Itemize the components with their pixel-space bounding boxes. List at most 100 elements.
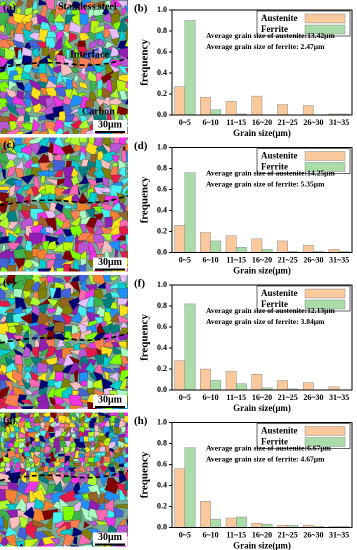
grain [0,265,8,272]
grain [6,543,18,547]
grain [64,465,73,473]
grain [31,130,41,134]
y-tick-label: 0.0 [157,110,167,119]
plot-frame [171,9,353,116]
grain [102,195,116,207]
grain [21,324,32,336]
ebsd-map [0,0,129,134]
x-tick-label: 26~30 [303,393,323,402]
grain [124,385,128,389]
grain [105,270,110,272]
grain [87,270,95,272]
grain [9,28,15,39]
y-tick-label: 0.6 [157,459,167,468]
plot-frame [171,284,353,391]
grain [125,457,128,463]
x-tick-label: 6~10 [202,118,218,127]
grain [0,232,4,240]
grain [0,407,7,409]
annotation: Average grain size of austenite:6.67μm [206,443,332,452]
grain [123,443,128,448]
grain [130,441,136,448]
grain [33,437,41,443]
x-tick-label: 31~35 [329,393,349,402]
legend-swatch [304,437,346,447]
grain [127,479,128,481]
grain [37,287,48,300]
grain [124,496,128,501]
mosaic [0,412,146,547]
grain [1,243,6,254]
grain [54,446,60,455]
grain [102,96,111,107]
legend-swatch [304,151,346,161]
legend-label: Ferrite [261,162,288,172]
grain [127,514,128,520]
grain [126,337,128,349]
grain [9,515,23,531]
grain [72,462,82,469]
grain [72,536,78,545]
bar [174,86,186,116]
grain [76,482,94,494]
grain [12,288,23,298]
annotation: Average grain size of ferrite: 3.84μm [206,317,325,326]
grain [55,545,63,547]
grain [77,322,89,335]
y-tick-label: 0.0 [157,385,167,394]
grain [124,98,128,105]
y-tick-label: 0.8 [157,26,167,35]
grain [118,377,128,390]
grain [131,538,145,547]
grain [127,471,128,473]
grain [0,444,2,450]
grain [129,501,136,507]
grain [63,542,68,547]
y-tick-label: 0.2 [157,226,167,235]
grain [12,225,22,234]
grain [19,462,25,470]
bar [210,109,222,116]
y-tick-label: 0.6 [157,322,167,331]
ebsd-map [0,412,146,547]
x-axis-label: Grain size(μm) [233,403,291,413]
grain [132,501,146,514]
grain [96,418,101,425]
grain [102,545,107,547]
grain [50,538,61,546]
grain [5,152,21,166]
grain [15,184,25,195]
annotation: Average grain size of ferrite: 4.67μm [206,454,325,463]
grain [78,453,86,460]
y-tick-label: 0.2 [157,89,167,98]
grain [73,143,84,152]
bar [184,172,196,253]
grain [123,436,128,445]
y-tick-label: 0.8 [157,301,167,310]
grain [49,263,55,272]
panel-label: (f) [134,278,145,290]
x-tick-label: 0~5 [179,255,191,264]
scale-bar-label: 30μm [98,119,123,130]
bar [174,224,186,253]
grain [137,525,146,538]
annotation: Average grain size of austenite:12.13μm [206,306,335,315]
legend-swatch [304,162,346,172]
grain [127,127,128,129]
grain [102,275,112,283]
grain [123,461,128,469]
grain [119,446,126,454]
grain [87,306,96,314]
legend-label: Austenite [261,288,298,298]
panel-label: (e) [3,277,16,289]
grain [124,188,128,195]
grain [53,169,64,178]
grain [116,39,128,50]
grain [13,235,24,245]
plot-frame [171,147,353,253]
annotation: Average grain size of austenite:13.42μm [206,31,335,40]
y-tick-label: 0.6 [157,184,167,193]
grain [76,415,81,424]
grain [74,421,79,429]
legend-swatch [304,299,346,310]
